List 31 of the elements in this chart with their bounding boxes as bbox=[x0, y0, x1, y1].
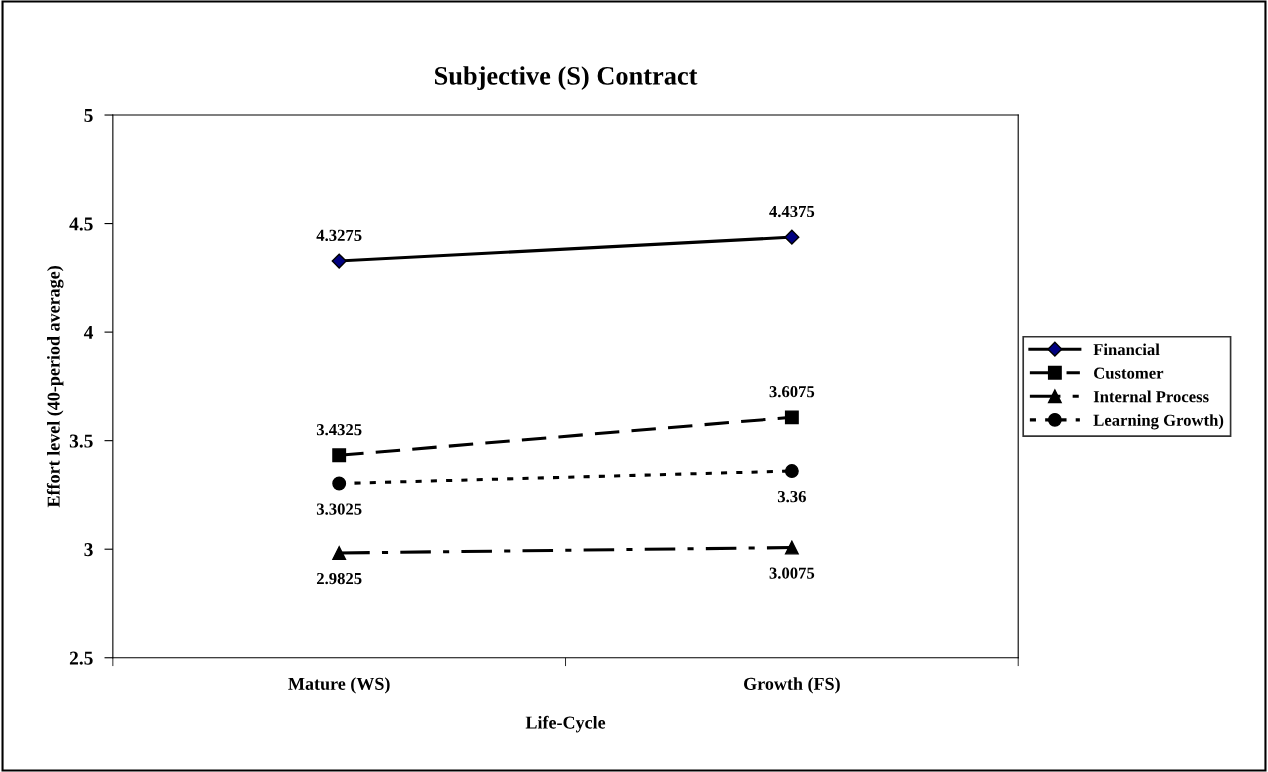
y-tick-label: 3 bbox=[84, 543, 93, 557]
y-tick-label: 2.5 bbox=[69, 651, 93, 665]
point bbox=[784, 229, 800, 245]
chart-title: Subjective (S) Contract bbox=[435, 66, 698, 91]
y-axis-title: Effort level (40-period average) bbox=[46, 266, 64, 508]
data-label: 3.4325 bbox=[316, 424, 362, 436]
data-label: 3.6075 bbox=[769, 386, 815, 398]
x-tick-label: Growth (FS) bbox=[744, 677, 840, 694]
x-axis-title: Life-Cycle bbox=[525, 715, 606, 733]
data-label: 3.36 bbox=[777, 491, 806, 503]
point bbox=[784, 540, 799, 555]
legend-label: Internal Process bbox=[1093, 390, 1209, 403]
legend-label: Financial bbox=[1093, 343, 1160, 356]
y-tick-label: 5 bbox=[84, 109, 93, 122]
y-tick-label: 4.5 bbox=[69, 217, 93, 231]
point bbox=[784, 464, 799, 478]
y-tick-label: 3.5 bbox=[69, 434, 93, 448]
data-label: 3.3025 bbox=[316, 503, 362, 515]
legend-label: Learning Growth) bbox=[1093, 414, 1224, 430]
point bbox=[784, 410, 799, 425]
legend-label: Customer bbox=[1094, 367, 1164, 379]
data-label: 3.0075 bbox=[769, 567, 815, 579]
data-label: 2.9825 bbox=[316, 572, 362, 585]
data-label: 4.4375 bbox=[769, 205, 815, 218]
point bbox=[332, 448, 347, 463]
x-tick-label: Mature (WS) bbox=[288, 677, 390, 694]
data-label: 4.3275 bbox=[316, 229, 362, 242]
point bbox=[331, 253, 347, 269]
y-tick-label: 4 bbox=[83, 326, 94, 339]
point bbox=[332, 546, 347, 560]
point bbox=[332, 476, 347, 491]
